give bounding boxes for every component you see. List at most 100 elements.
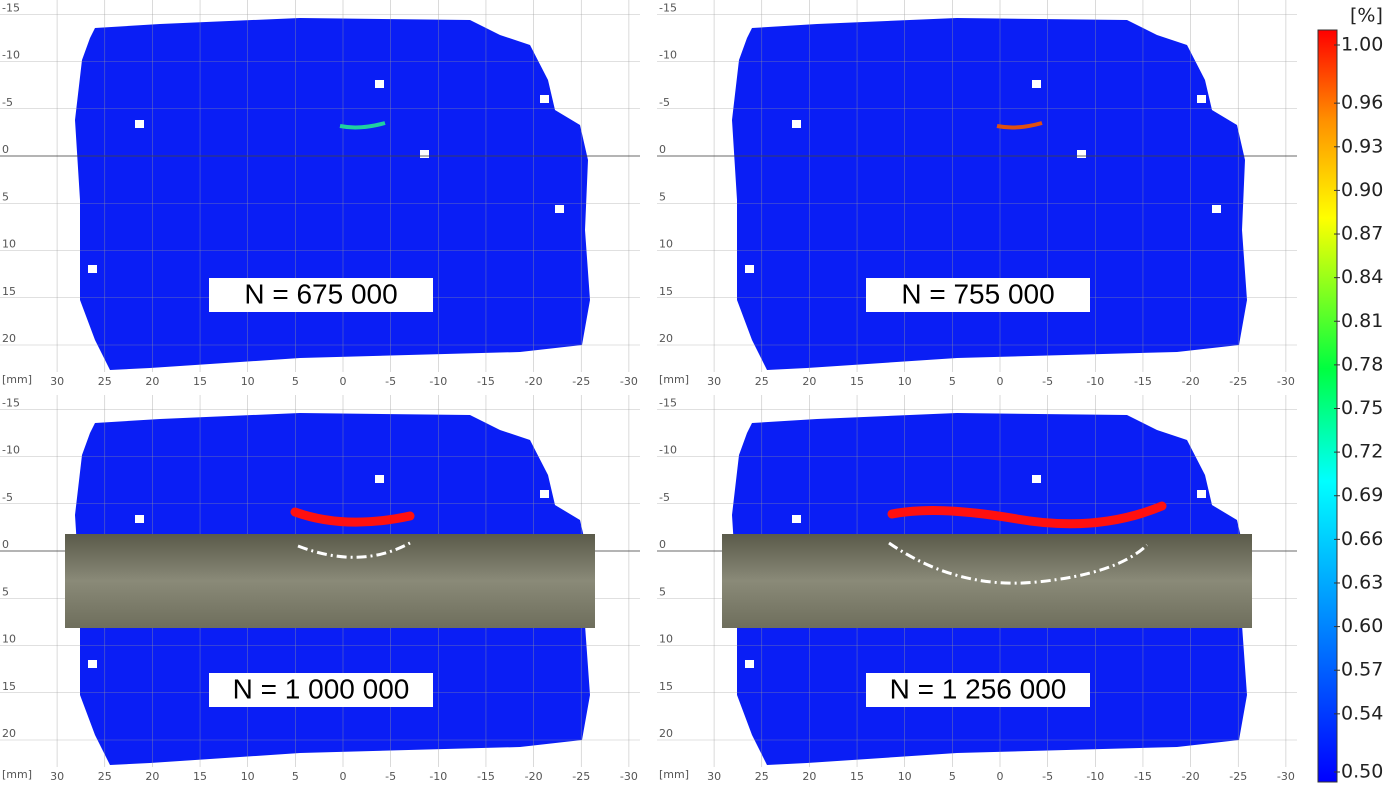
y-tick-label: -5 (2, 491, 13, 504)
y-tick-label: 5 (659, 190, 666, 203)
crack-band (339, 121, 386, 130)
data-gap (540, 95, 549, 103)
data-gap (540, 490, 549, 498)
y-tick-label: -10 (2, 49, 20, 62)
x-tick-label: 0 (997, 770, 1004, 783)
x-tick-label: 10 (241, 375, 255, 388)
colorbar-unit: [%] (1350, 5, 1383, 27)
y-tick-label: 20 (2, 727, 16, 740)
data-gap (1197, 490, 1206, 498)
data-gap (420, 150, 429, 158)
x-unit: [mm] (2, 768, 32, 781)
crack-band (887, 501, 1167, 529)
specimen-photo (65, 534, 595, 628)
x-tick-label: -5 (1042, 770, 1053, 783)
x-tick-label: 30 (707, 770, 721, 783)
panel-label: N = 675 000 (244, 278, 397, 309)
x-unit: [mm] (2, 373, 32, 386)
colorbar-label: 0.66 (1341, 528, 1383, 550)
colorbar-label: 0.87 (1341, 223, 1383, 245)
y-tick-label: 0 (659, 538, 666, 551)
data-gap (1032, 80, 1041, 88)
y-tick-label: -15 (659, 1, 677, 14)
y-tick-label: -10 (2, 444, 20, 457)
x-tick-label: 15 (850, 770, 864, 783)
x-tick-label: -20 (525, 770, 543, 783)
colorbar-label: 0.84 (1341, 266, 1383, 288)
data-gap (135, 120, 144, 128)
x-tick-label: -25 (572, 770, 590, 783)
panel-label: N = 1 000 000 (233, 673, 410, 704)
x-tick-label: 30 (50, 770, 64, 783)
x-tick-label: 10 (898, 375, 912, 388)
x-tick-label: -15 (1134, 770, 1152, 783)
colorbar-label: 0.90 (1341, 179, 1383, 201)
x-tick-label: 25 (98, 770, 112, 783)
y-tick-label: 15 (659, 285, 673, 298)
data-gap (135, 515, 144, 523)
y-tick-label: 15 (2, 285, 16, 298)
data-gap (745, 660, 754, 668)
y-tick-label: 10 (2, 238, 16, 251)
x-tick-label: 0 (997, 375, 1004, 388)
y-tick-label: 20 (2, 332, 16, 345)
y-tick-label: 10 (659, 238, 673, 251)
colorbar-label: 0.93 (1341, 135, 1383, 157)
x-tick-label: -5 (385, 770, 396, 783)
x-tick-label: -10 (1086, 770, 1104, 783)
x-tick-label: -30 (1277, 375, 1295, 388)
y-tick-label: 5 (2, 190, 9, 203)
y-tick-label: -5 (659, 96, 670, 109)
x-tick-label: -30 (620, 375, 638, 388)
data-gap (375, 80, 384, 88)
x-tick-label: 5 (949, 375, 956, 388)
x-tick-label: 20 (145, 375, 159, 388)
x-tick-label: -15 (1134, 375, 1152, 388)
crack-band (290, 507, 415, 527)
x-tick-label: -20 (1182, 770, 1200, 783)
colorbar-label: 0.75 (1341, 397, 1383, 419)
y-tick-label: -5 (659, 491, 670, 504)
y-tick-label: 15 (659, 680, 673, 693)
strain-field (732, 18, 1247, 370)
colorbar-label: 0.50 (1341, 761, 1383, 783)
x-tick-label: 10 (898, 770, 912, 783)
y-tick-label: 5 (2, 585, 9, 598)
colorbar-label: 0.57 (1341, 659, 1383, 681)
data-gap (555, 205, 564, 213)
colorbar (1317, 29, 1338, 783)
y-tick-label: -10 (659, 49, 677, 62)
data-gap (1212, 205, 1221, 213)
y-tick-label: -15 (2, 396, 20, 409)
x-tick-label: 20 (802, 770, 816, 783)
y-tick-label: -10 (659, 444, 677, 457)
strain-field (75, 18, 590, 370)
y-tick-label: 10 (659, 633, 673, 646)
y-tick-label: 0 (2, 538, 9, 551)
x-tick-label: 20 (802, 375, 816, 388)
colorbar-label: 0.60 (1341, 615, 1383, 637)
y-tick-label: 0 (2, 143, 9, 156)
x-tick-label: 15 (193, 375, 207, 388)
label-box (209, 673, 433, 707)
colorbar-label: 0.54 (1341, 702, 1383, 724)
colorbar-label: 1.00 (1341, 34, 1383, 56)
x-tick-label: 0 (340, 375, 347, 388)
x-tick-label: 15 (850, 375, 864, 388)
x-tick-label: 10 (241, 770, 255, 783)
x-tick-label: -10 (1086, 375, 1104, 388)
x-tick-label: -10 (429, 770, 447, 783)
x-tick-label: 5 (292, 770, 299, 783)
y-tick-label: 20 (659, 727, 673, 740)
data-gap (1197, 95, 1206, 103)
data-gap (88, 265, 97, 273)
y-tick-label: 10 (2, 633, 16, 646)
label-box (866, 673, 1090, 707)
x-tick-label: -20 (1182, 375, 1200, 388)
x-unit: [mm] (659, 768, 689, 781)
x-tick-label: -5 (385, 375, 396, 388)
y-tick-label: 15 (2, 680, 16, 693)
x-tick-label: -30 (1277, 770, 1295, 783)
